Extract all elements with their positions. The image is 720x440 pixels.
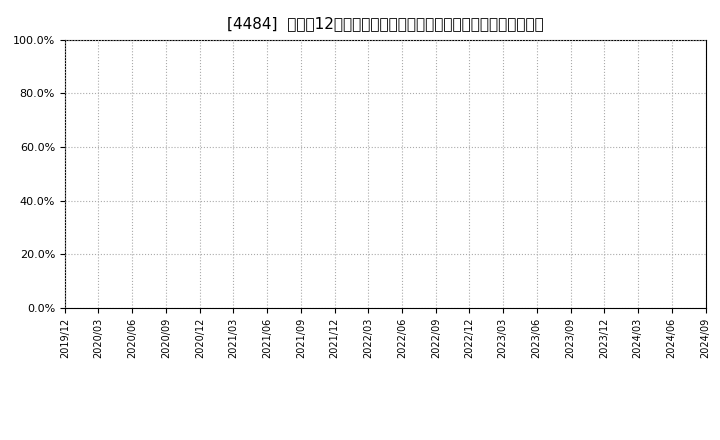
Title: [4484]  売上高12か月移動合計の対前年同期増減率の標準偏差の推移: [4484] 売上高12か月移動合計の対前年同期増減率の標準偏差の推移 (227, 16, 544, 32)
